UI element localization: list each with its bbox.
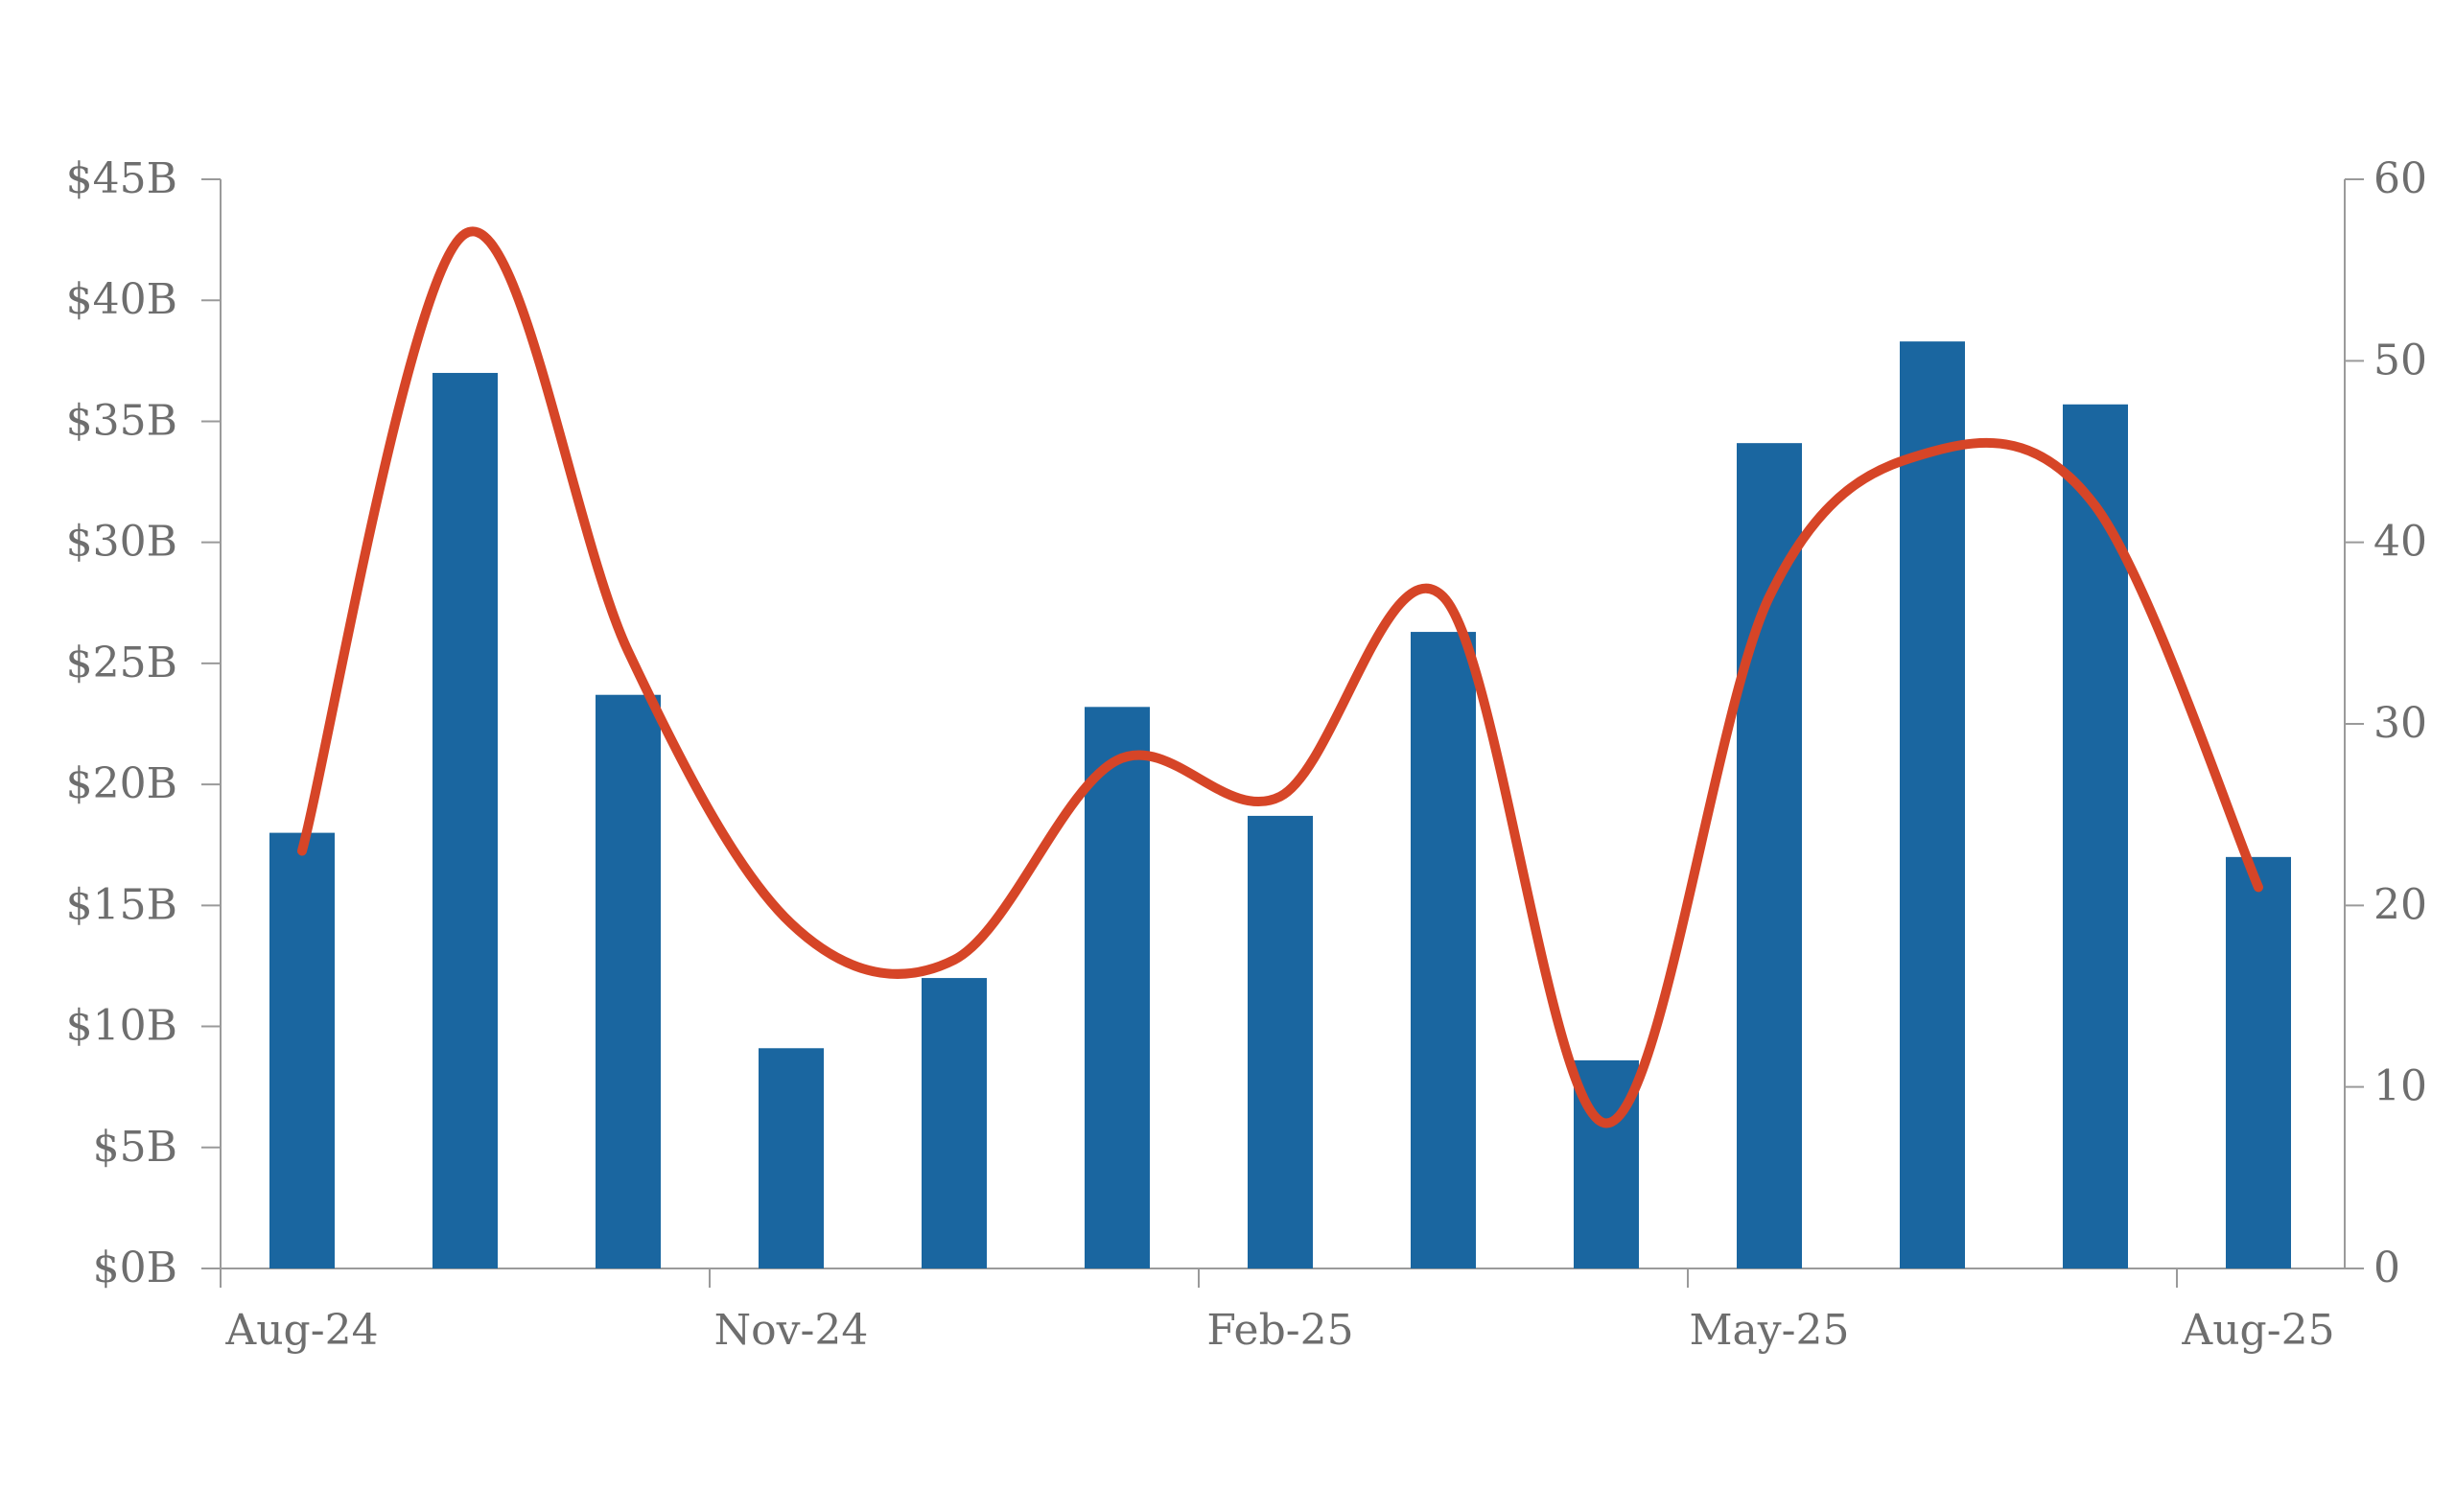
bar (269, 832, 335, 1268)
bar (1085, 707, 1150, 1268)
bar (1737, 443, 1802, 1269)
bar (2226, 856, 2291, 1268)
bar (1900, 341, 1965, 1268)
y-left-tick-label: $5B (93, 1123, 177, 1172)
x-axis: Aug-24 Nov-24 Feb-25 May-25 Aug-25 (220, 1268, 2345, 1355)
y-left-tick-label: $15B (66, 880, 177, 929)
y-left-tick-label: $10B (66, 1002, 177, 1051)
bar (759, 1048, 824, 1268)
y-right-tick-label: 40 (2373, 518, 2427, 567)
bar (922, 978, 987, 1268)
y-left-tick-label: $0B (93, 1244, 177, 1292)
bar (1248, 815, 1313, 1268)
x-tick-label: Aug-25 (2181, 1306, 2334, 1355)
y-left-tick-label: $20B (66, 759, 177, 808)
bar (1411, 632, 1476, 1268)
x-tick-label: Nov-24 (714, 1306, 869, 1355)
x-tick-label: Aug-24 (224, 1306, 378, 1355)
y-left-tick-label: $30B (66, 518, 177, 567)
x-tick-label: Feb-25 (1206, 1306, 1353, 1355)
y-right-tick-label: 0 (2373, 1244, 2400, 1292)
y-axis-right: 0 10 20 30 40 50 60 (2344, 154, 2427, 1292)
y-left-tick-label: $45B (66, 154, 177, 203)
line-series (297, 226, 2263, 1128)
line-path (297, 226, 2263, 1128)
y-right-tick-label: 60 (2373, 154, 2427, 203)
y-right-tick-label: 50 (2373, 336, 2427, 384)
y-left-tick-label: $25B (66, 639, 177, 687)
bar (433, 372, 498, 1268)
bar (596, 694, 661, 1268)
y-right-tick-label: 20 (2373, 880, 2427, 929)
y-axis-left: $0B $5B $10B $15B $20B $25B $30B $35B $40B $45B (66, 154, 222, 1292)
y-right-tick-label: 30 (2373, 699, 2427, 748)
y-left-tick-label: $40B (66, 275, 177, 324)
x-tick-label: May-25 (1690, 1306, 1850, 1355)
y-right-tick-label: 10 (2373, 1062, 2427, 1111)
y-left-tick-label: $35B (66, 396, 177, 445)
